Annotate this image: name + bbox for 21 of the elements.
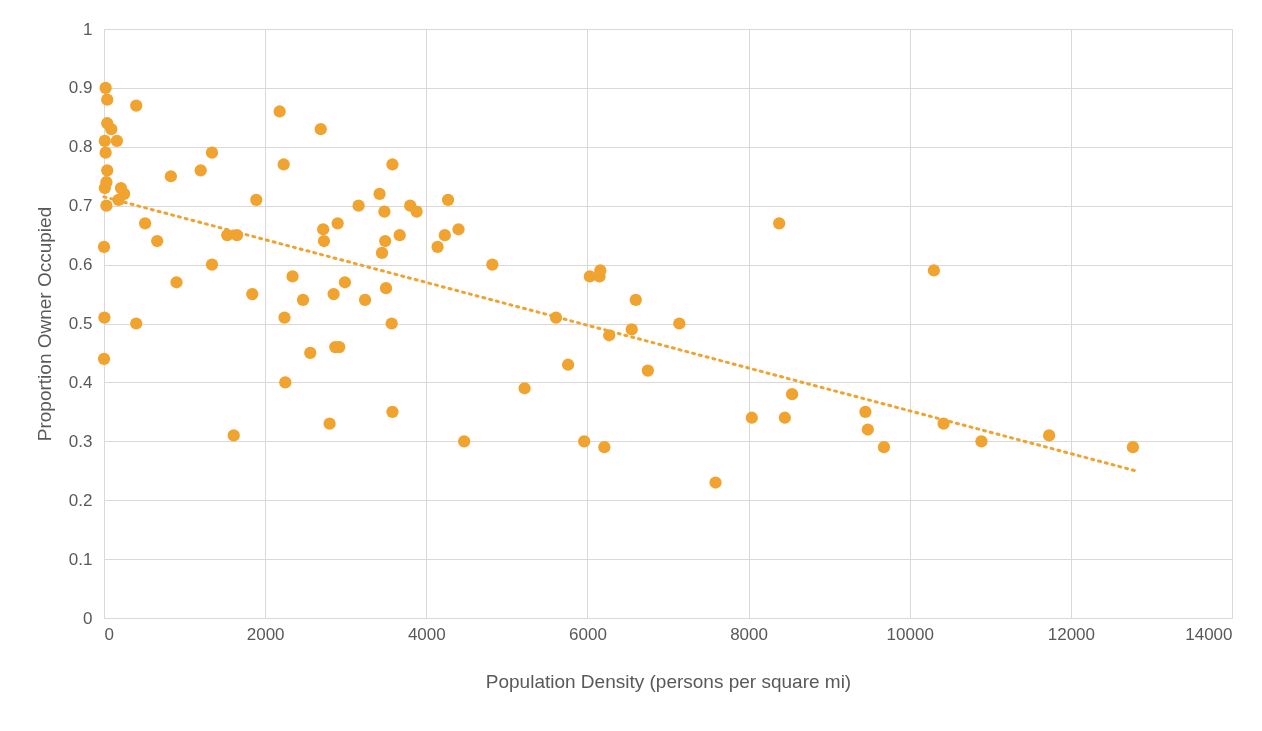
x-tick-label: 6000 — [569, 624, 607, 644]
y-axis-title: Proportion Owner Occupied — [33, 206, 55, 442]
y-tick-label: 0 — [83, 608, 93, 628]
y-tick-label: 0.2 — [68, 490, 93, 510]
y-tick-label: 0.5 — [68, 314, 93, 333]
y-tick-label: 0.7 — [68, 196, 93, 216]
x-tick-label: 2000 — [246, 624, 285, 644]
x-tick-label: 8000 — [730, 624, 768, 644]
x-tick-label: 10000 — [886, 624, 934, 644]
x-tick-label: 12000 — [1047, 624, 1095, 644]
x-tick-label: 0 — [104, 624, 114, 644]
y-tick-label: 1 — [83, 19, 93, 39]
y-tick-label: 0.4 — [68, 372, 93, 392]
x-tick-label: 14000 — [1185, 624, 1233, 644]
y-tick-label: 0.6 — [68, 255, 93, 275]
y-tick-label: 0.8 — [68, 137, 93, 157]
y-tick-label: 0.3 — [68, 431, 93, 451]
x-tick-label: 4000 — [407, 624, 446, 644]
y-tick-label: 0.1 — [68, 549, 93, 569]
y-tick-label: 0.9 — [68, 78, 93, 98]
x-axis-title: Population Density (persons per square mi) — [485, 670, 852, 692]
